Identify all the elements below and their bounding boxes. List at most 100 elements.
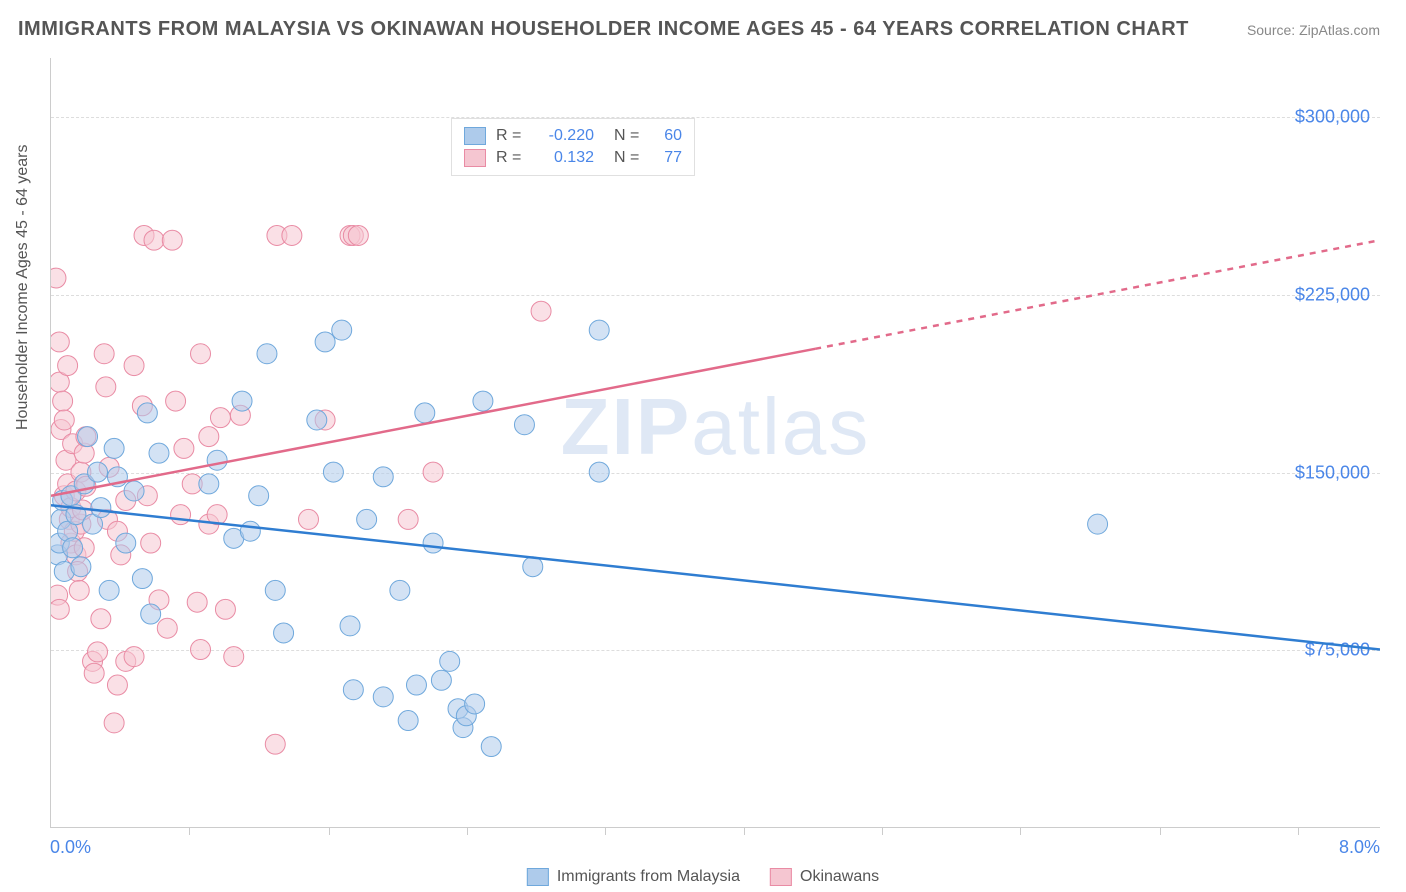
data-point [431,670,451,690]
data-point [51,268,66,288]
x-tick-mark [744,827,745,835]
data-point [191,344,211,364]
chart-title: IMMIGRANTS FROM MALAYSIA VS OKINAWAN HOU… [18,18,1189,41]
data-point [465,694,485,714]
data-point [124,481,144,501]
correlation-legend: R = -0.220 N = 60 R = 0.132 N = 77 [451,118,695,176]
data-point [523,557,543,577]
trend-line-dashed [815,240,1380,349]
data-point [481,737,501,757]
data-point [71,557,91,577]
legend-item: Immigrants from Malaysia [527,868,740,886]
data-point [51,599,69,619]
data-point [84,663,104,683]
data-point [91,498,111,518]
data-point [99,580,119,600]
data-point [373,687,393,707]
data-point [265,734,285,754]
data-point [162,230,182,250]
data-point [415,403,435,423]
y-axis-label: Householder Income Ages 45 - 64 years [14,145,32,431]
legend-n-value: 60 [652,127,682,145]
data-point [215,599,235,619]
x-tick-mark [467,827,468,835]
legend-item: Okinawans [770,868,879,886]
data-point [144,230,164,250]
data-point [514,415,534,435]
data-point [124,356,144,376]
data-point [589,320,609,340]
data-point [132,569,152,589]
data-point [1088,514,1108,534]
data-point [589,462,609,482]
data-point [53,391,73,411]
data-point [191,640,211,660]
legend-swatch [770,868,792,886]
data-point [323,462,343,482]
data-point [207,450,227,470]
data-point [69,580,89,600]
legend-swatch [527,868,549,886]
data-point [51,332,69,352]
data-point [187,592,207,612]
legend-series-label: Okinawans [800,868,879,886]
data-point [58,356,78,376]
x-tick-mark [1160,827,1161,835]
data-point [171,505,191,525]
legend-r-value: -0.220 [534,127,594,145]
legend-swatch [464,149,486,167]
legend-swatch [464,127,486,145]
data-point [406,675,426,695]
data-point [157,618,177,638]
data-point [332,320,352,340]
data-point [265,580,285,600]
data-point [249,486,269,506]
data-point [240,521,260,541]
data-point [423,533,443,553]
x-tick-mark [882,827,883,835]
data-point [357,509,377,529]
data-point [78,427,98,447]
data-point [274,623,294,643]
series-legend: Immigrants from Malaysia Okinawans [521,868,885,886]
data-point [94,344,114,364]
legend-n-label: N = [614,149,642,167]
data-point [91,609,111,629]
chart-plot-area: ZIPatlas $75,000$150,000$225,000$300,000… [50,58,1380,828]
data-point [343,680,363,700]
data-point [141,533,161,553]
data-point [174,438,194,458]
data-point [149,443,169,463]
data-point [390,580,410,600]
legend-r-value: 0.132 [534,149,594,167]
x-tick-mark [1298,827,1299,835]
data-point [88,642,108,662]
data-point [166,391,186,411]
data-point [531,301,551,321]
data-point [199,474,219,494]
data-point [137,403,157,423]
data-point [107,675,127,695]
data-point [141,604,161,624]
data-point [348,225,368,245]
legend-row: R = 0.132 N = 77 [464,147,682,169]
legend-n-value: 77 [652,149,682,167]
x-tick-mark [189,827,190,835]
x-tick-mark [1020,827,1021,835]
data-point [473,391,493,411]
legend-n-label: N = [614,127,642,145]
x-axis-min-label: 0.0% [50,837,91,858]
data-point [373,467,393,487]
data-point [423,462,443,482]
data-point [199,427,219,447]
data-point [340,616,360,636]
legend-row: R = -0.220 N = 60 [464,125,682,147]
legend-r-label: R = [496,149,524,167]
legend-series-label: Immigrants from Malaysia [557,868,740,886]
data-point [54,410,74,430]
data-point [257,344,277,364]
data-point [282,225,302,245]
data-point [104,713,124,733]
data-point [96,377,116,397]
x-tick-mark [605,827,606,835]
